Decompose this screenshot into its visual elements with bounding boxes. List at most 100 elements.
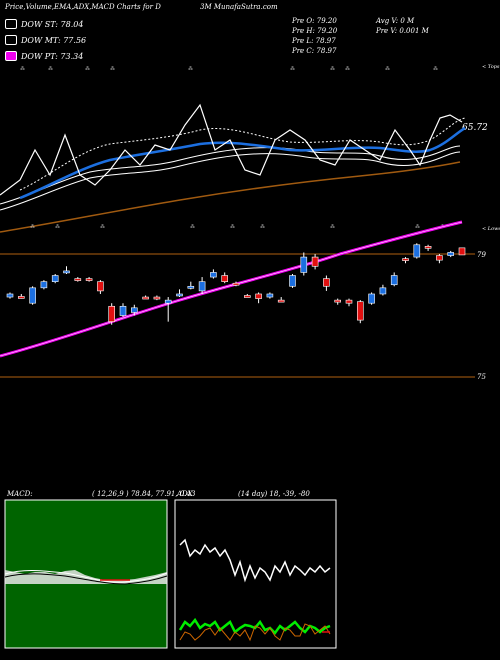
lower-marker-8: ⁂ xyxy=(415,223,420,230)
adx-green-line xyxy=(178,617,331,635)
candle-body xyxy=(323,278,330,287)
tops-tag: < Tops xyxy=(482,64,500,70)
candle-body xyxy=(17,296,25,299)
lower-marker-4: ⁂ xyxy=(190,223,195,230)
candle-body xyxy=(447,252,455,256)
level-high-label: 79 xyxy=(477,251,486,259)
candle-body xyxy=(6,293,14,298)
candle-body xyxy=(289,275,296,287)
legend-dow-pt: DOW PT: 73.34 xyxy=(5,49,85,63)
candle-body xyxy=(142,296,149,300)
candle-body xyxy=(311,256,319,267)
candle-body xyxy=(266,293,274,298)
candle-body xyxy=(424,246,432,249)
candle-body xyxy=(221,275,228,282)
candle-body xyxy=(85,278,93,281)
lower-marker-5: ⁂ xyxy=(230,223,235,230)
legend-dow-mt-swatch xyxy=(5,35,17,45)
ohlc-avg-volume: Avg V: 0 M xyxy=(376,17,415,25)
upper-white-dotted xyxy=(19,117,466,191)
candle-body xyxy=(29,287,36,304)
chart-title-left: Price,Volume,EMA,ADX,MACD Charts for D xyxy=(5,3,161,11)
lower-tag: < Lower xyxy=(482,226,500,232)
candle-body xyxy=(402,258,409,261)
candle-body xyxy=(164,299,172,304)
candle-body xyxy=(255,293,262,299)
upper-marker-8: ⁂ xyxy=(345,65,350,72)
lower-marker-7: ⁂ xyxy=(330,223,335,230)
legend-dow-st: DOW ST: 78.04 xyxy=(5,17,85,31)
ohlc-prev-volume: Pre V: 0.001 M xyxy=(376,27,429,35)
upper-white-band-2 xyxy=(0,151,461,211)
upper-brown-line xyxy=(0,161,461,233)
adx-orange-line xyxy=(179,623,331,642)
upper-marker-2: ⁂ xyxy=(48,65,53,72)
legend-dow-pt-swatch xyxy=(5,51,17,61)
candle-body xyxy=(176,293,183,297)
legend-dow-mt: DOW MT: 77.56 xyxy=(5,33,88,47)
candle-body xyxy=(334,299,342,303)
candle-body xyxy=(436,255,443,261)
candle-body xyxy=(108,305,115,322)
candle-body xyxy=(63,270,70,274)
upper-marker-3: ⁂ xyxy=(85,65,90,72)
candle-body xyxy=(232,282,240,286)
macd-line xyxy=(4,570,168,583)
price-pink-ema xyxy=(0,220,463,358)
legend-dow-pt-label: DOW PT: 73.34 xyxy=(21,51,84,61)
upper-marker-9: ⁂ xyxy=(385,65,390,72)
upper-marker-7: ⁂ xyxy=(330,65,335,72)
candle-body xyxy=(131,307,138,313)
ohlc-low: Pre L: 78.97 xyxy=(292,37,336,45)
adx-panel xyxy=(174,499,337,649)
legend-dow-st-swatch xyxy=(5,19,17,29)
lower-marker-1: ⁂ xyxy=(30,223,35,230)
candle-body xyxy=(356,301,364,321)
candle-body xyxy=(40,281,48,289)
upper-marker-10: ⁂ xyxy=(433,65,438,72)
lower-marker-2: ⁂ xyxy=(55,223,60,230)
candle-body xyxy=(153,296,161,300)
legend-dow-mt-label: DOW MT: 77.56 xyxy=(21,35,87,45)
candle-body xyxy=(413,244,421,258)
adx-values: (14 day) 18, -39, -80 xyxy=(238,490,310,498)
lower-marker-3: ⁂ xyxy=(100,223,105,230)
candlestick-series xyxy=(6,243,466,325)
candle-body xyxy=(119,305,127,316)
upper-marker-6: ⁂ xyxy=(290,65,295,72)
candle-body xyxy=(379,287,387,295)
candle-body xyxy=(97,281,104,292)
chart-title-right: 3M MunafaSutra.com xyxy=(200,3,278,11)
adx-white-line xyxy=(179,538,331,583)
ohlc-open: Pre O: 79.20 xyxy=(292,17,337,25)
candle-body xyxy=(368,293,375,304)
ohlc-high: Pre H: 79.20 xyxy=(292,27,338,35)
upper-blue-ema xyxy=(19,126,466,200)
candle-body xyxy=(390,275,398,286)
candle-body xyxy=(187,285,195,289)
macd-label: MACD: xyxy=(7,490,33,498)
ema-value-label: 65.72 xyxy=(462,123,488,133)
level-low-label: 75 xyxy=(477,373,486,381)
candle-body xyxy=(277,299,285,303)
candle-body xyxy=(51,275,59,282)
ohlc-close: Pre C: 78.97 xyxy=(292,47,337,55)
candle-body xyxy=(198,281,206,292)
price-pink-ema-inner xyxy=(0,221,463,357)
adx-label: ADX xyxy=(177,490,193,498)
candle-body xyxy=(210,272,217,278)
candle-body xyxy=(74,278,82,281)
legend-dow-st-label: DOW ST: 78.04 xyxy=(21,19,84,29)
macd-signal-line xyxy=(4,573,168,585)
candle-body xyxy=(244,295,251,298)
upper-marker-5: ⁂ xyxy=(188,65,193,72)
lower-marker-6: ⁂ xyxy=(260,223,265,230)
macd-values: ( 12,26,9 ) 78.84, 77.91, 0.43 xyxy=(92,490,196,498)
candle-body xyxy=(345,299,353,304)
upper-marker-4: ⁂ xyxy=(110,65,115,72)
upper-marker-1: ⁂ xyxy=(20,65,25,72)
candle-body xyxy=(300,256,308,273)
candle-body xyxy=(458,247,466,256)
upper-white-volatile xyxy=(0,103,463,196)
